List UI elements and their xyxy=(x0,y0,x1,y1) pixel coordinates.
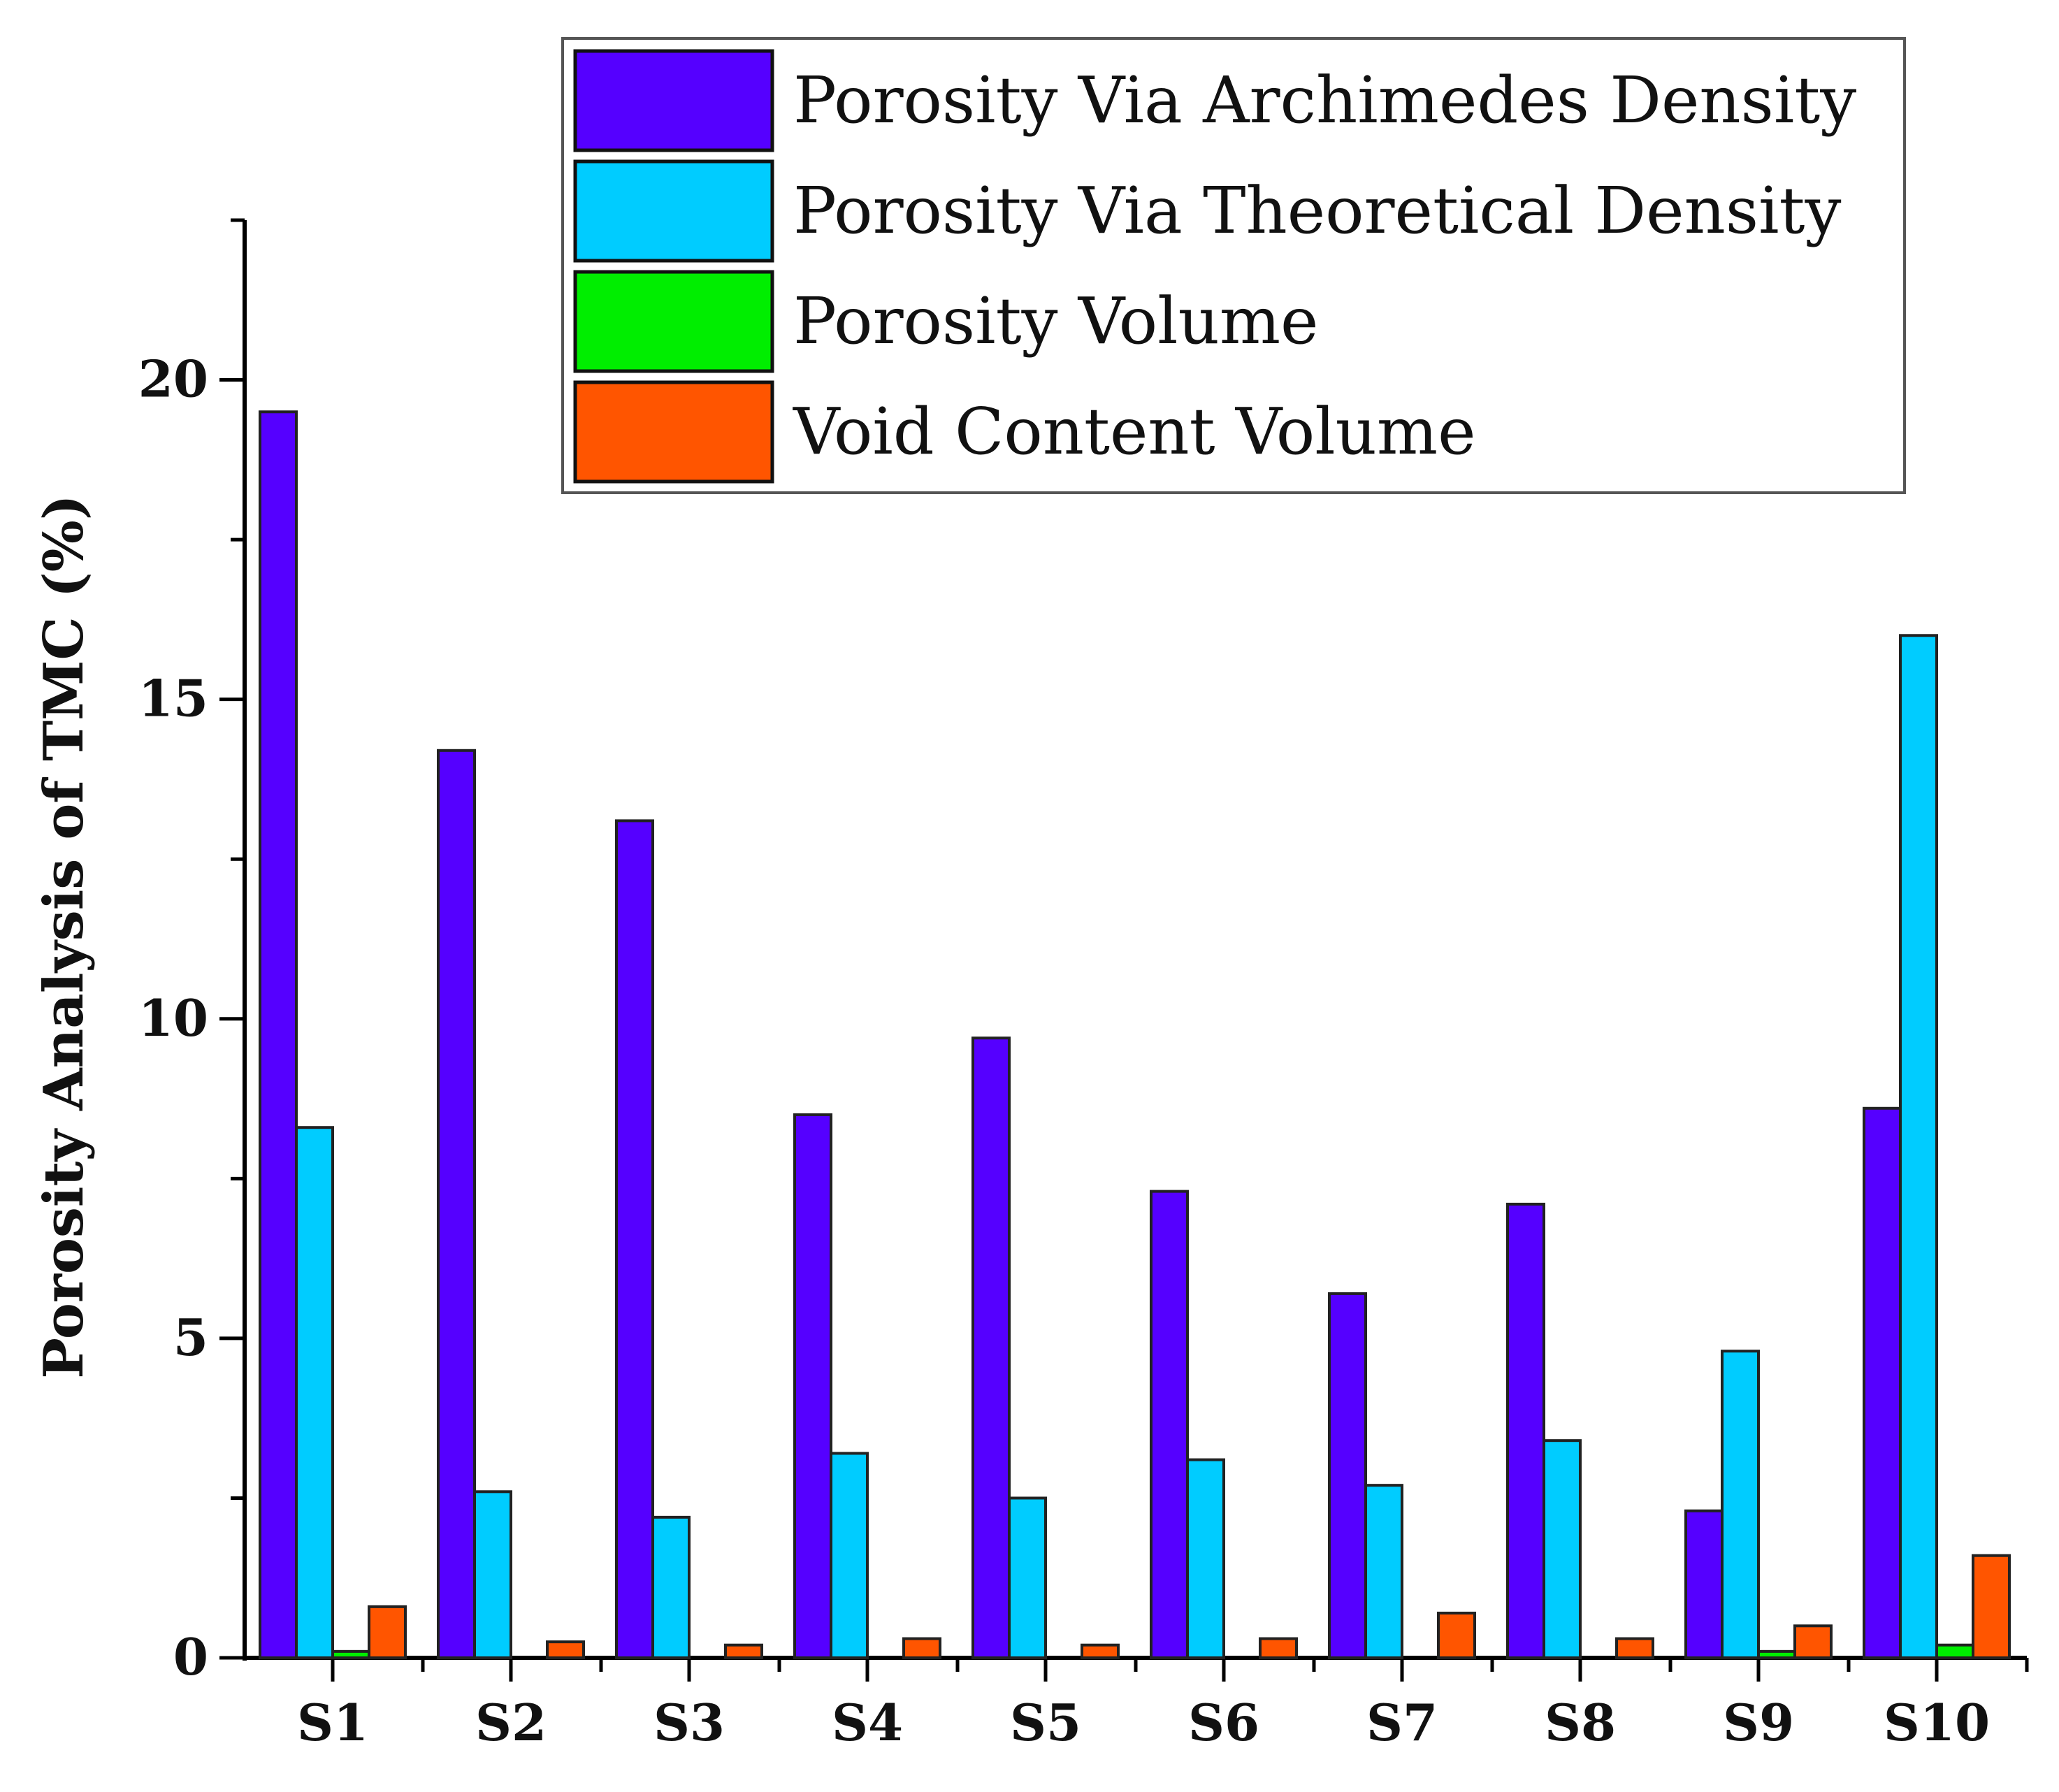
bar xyxy=(1721,1350,1760,1659)
x-tick-label: S8 xyxy=(1545,1693,1616,1752)
axes: 0 5 10 15 20 S1 S2 S3 S4 S5 S6 S7 S8 S9 S10 xyxy=(138,218,2029,1752)
x-tick-label: S4 xyxy=(832,1693,903,1752)
y-tick-label: 5 xyxy=(173,1308,208,1367)
bar xyxy=(1506,1202,1545,1659)
bar xyxy=(259,410,298,1659)
bar xyxy=(1081,1643,1120,1660)
legend-entry: Porosity Volume xyxy=(793,284,1319,359)
y-tick-label: 20 xyxy=(138,349,208,409)
bar xyxy=(295,1126,334,1659)
bar xyxy=(1364,1484,1403,1659)
bar xyxy=(1935,1643,1974,1660)
bar xyxy=(1328,1292,1367,1659)
bar xyxy=(473,1490,512,1660)
bar xyxy=(1437,1612,1476,1659)
legend-entry: Porosity Via Archimedes Density xyxy=(793,63,1856,138)
y-tick-label: 15 xyxy=(138,669,208,728)
x-tick-label: S10 xyxy=(1884,1693,1990,1752)
x-tick-label: S5 xyxy=(1010,1693,1081,1752)
y-tick-label: 10 xyxy=(138,988,208,1048)
x-tick-label: S2 xyxy=(475,1693,547,1752)
legend-swatch xyxy=(573,49,774,152)
bar xyxy=(1793,1624,1833,1659)
bar xyxy=(546,1640,585,1660)
bar xyxy=(1972,1554,2011,1659)
bar xyxy=(830,1452,869,1660)
x-tick-label: S1 xyxy=(297,1693,368,1752)
x-tick-label: S7 xyxy=(1366,1693,1438,1752)
legend: Porosity Via Archimedes Density Porosity … xyxy=(561,37,1906,494)
bar xyxy=(651,1515,691,1659)
bar xyxy=(368,1605,407,1660)
bar xyxy=(1615,1637,1654,1659)
bar xyxy=(1543,1439,1582,1660)
bar xyxy=(1757,1649,1796,1659)
legend-swatch xyxy=(573,159,774,263)
y-axis-label: Porosity Analysis of TMC (%) xyxy=(32,494,96,1378)
bar xyxy=(331,1649,370,1659)
bar xyxy=(902,1637,941,1659)
y-tick-label: 0 xyxy=(173,1627,208,1686)
legend-box xyxy=(561,37,1906,494)
bar xyxy=(793,1113,832,1659)
bar xyxy=(1150,1190,1189,1659)
bar xyxy=(1008,1496,1047,1659)
x-tick-label: S3 xyxy=(653,1693,725,1752)
legend-swatch xyxy=(573,380,774,484)
legend-entry: Void Content Volume xyxy=(793,394,1476,469)
bar xyxy=(1863,1106,1902,1660)
bar xyxy=(724,1643,763,1660)
legend-entry: Porosity Via Theoretical Density xyxy=(793,173,1841,248)
bar xyxy=(1684,1509,1724,1660)
x-tick-label: S9 xyxy=(1723,1693,1794,1752)
bar xyxy=(437,749,476,1659)
bar xyxy=(1259,1637,1298,1659)
legend-swatch xyxy=(573,270,774,373)
bar xyxy=(1899,634,1938,1660)
x-tick-label: S6 xyxy=(1188,1693,1259,1752)
bar xyxy=(1186,1458,1225,1659)
bar xyxy=(971,1036,1011,1659)
bars xyxy=(259,410,2011,1660)
bar xyxy=(615,819,654,1659)
